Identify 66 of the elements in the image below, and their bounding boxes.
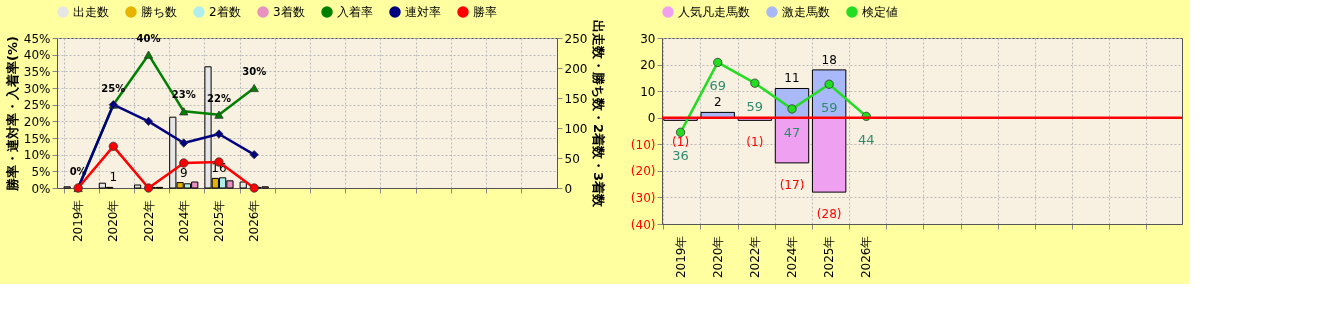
annotation: 44	[858, 132, 875, 148]
y-tick-label: 0	[647, 111, 656, 126]
x-tick-label: 2019年	[673, 235, 688, 279]
y-tick-label: (40)	[630, 217, 656, 232]
y-tick-label: (30)	[630, 190, 656, 205]
legend-label: 3着数	[273, 5, 305, 19]
y-tick-label: 20%	[23, 114, 51, 129]
y-tick-label: 30%	[23, 81, 51, 96]
x-tick-label: 2024年	[176, 199, 191, 243]
legend-label: 連対率	[405, 5, 441, 19]
y-tick-label: 20	[640, 58, 656, 73]
data-label: 2	[713, 95, 722, 110]
y-tick-label: 10	[640, 84, 656, 99]
y-tick-label: 15%	[23, 131, 51, 146]
y2-tick-label: 150	[564, 91, 588, 106]
data-label: (1)	[672, 135, 690, 150]
data-label: 25%	[101, 82, 126, 94]
data-label: 40%	[136, 32, 161, 44]
y-tick-label: (10)	[630, 137, 656, 152]
y-tick-label: 0%	[31, 181, 51, 196]
legend-label: 勝ち数	[141, 5, 177, 19]
y2-tick-label: 250	[564, 31, 588, 46]
y-axis-title: 勝率・連対率・入着率(%)	[4, 36, 20, 192]
legend-label: 人気凡走馬数	[678, 5, 750, 19]
annotation: 36	[672, 148, 689, 164]
data-label: 1	[109, 170, 118, 185]
annotation: 69	[709, 78, 726, 94]
x-tick-label: 2022年	[141, 199, 156, 243]
y2-tick-label: 100	[564, 121, 588, 136]
data-label: (1)	[746, 135, 764, 150]
y-tick-label: 10%	[23, 148, 51, 163]
y-tick-label: (20)	[630, 164, 656, 179]
legend-label: 激走馬数	[782, 5, 830, 19]
y2-tick-label: 200	[564, 61, 588, 76]
y-tick-label: 40%	[23, 48, 51, 63]
legend-label: 入着率	[337, 5, 373, 19]
legend-label: 出走数	[73, 5, 109, 19]
y-tick-label: 5%	[31, 164, 51, 179]
data-label: (17)	[779, 177, 805, 192]
x-tick-label: 2024年	[785, 235, 799, 279]
legend-label: 勝率	[473, 5, 497, 19]
x-tick-label: 2026年	[859, 235, 874, 279]
x-tick-label: 2025年	[822, 235, 837, 279]
y-tick-label: 35%	[23, 64, 51, 79]
y2-tick-label: 50	[564, 151, 580, 166]
legend-label: 2着数	[209, 5, 241, 19]
data-label: 30%	[242, 66, 267, 77]
y-tick-label: 25%	[23, 98, 51, 113]
y-tick-label: 30	[640, 31, 656, 46]
x-tick-label: 2026年	[247, 199, 262, 243]
y2-axis-title: 出走数・勝ち数・2着数・3着数	[591, 19, 607, 209]
x-tick-label: 2020年	[710, 235, 725, 279]
x-tick-label: 2022年	[747, 235, 762, 279]
data-label: 11	[784, 71, 800, 86]
x-tick-label: 2020年	[106, 199, 121, 243]
y-tick-label: 45%	[23, 31, 51, 46]
y2-tick-label: 0	[564, 181, 573, 196]
annotation: 59	[820, 100, 838, 116]
x-tick-label: 2025年	[211, 199, 226, 243]
data-label: 18	[821, 52, 837, 67]
data-label: (28)	[816, 207, 842, 222]
annotation: 47	[783, 124, 801, 140]
data-label: 9	[179, 165, 188, 180]
x-tick-label: 2019年	[71, 199, 86, 243]
legend-label: 検定値	[862, 5, 898, 19]
annotation: 59	[746, 99, 764, 115]
